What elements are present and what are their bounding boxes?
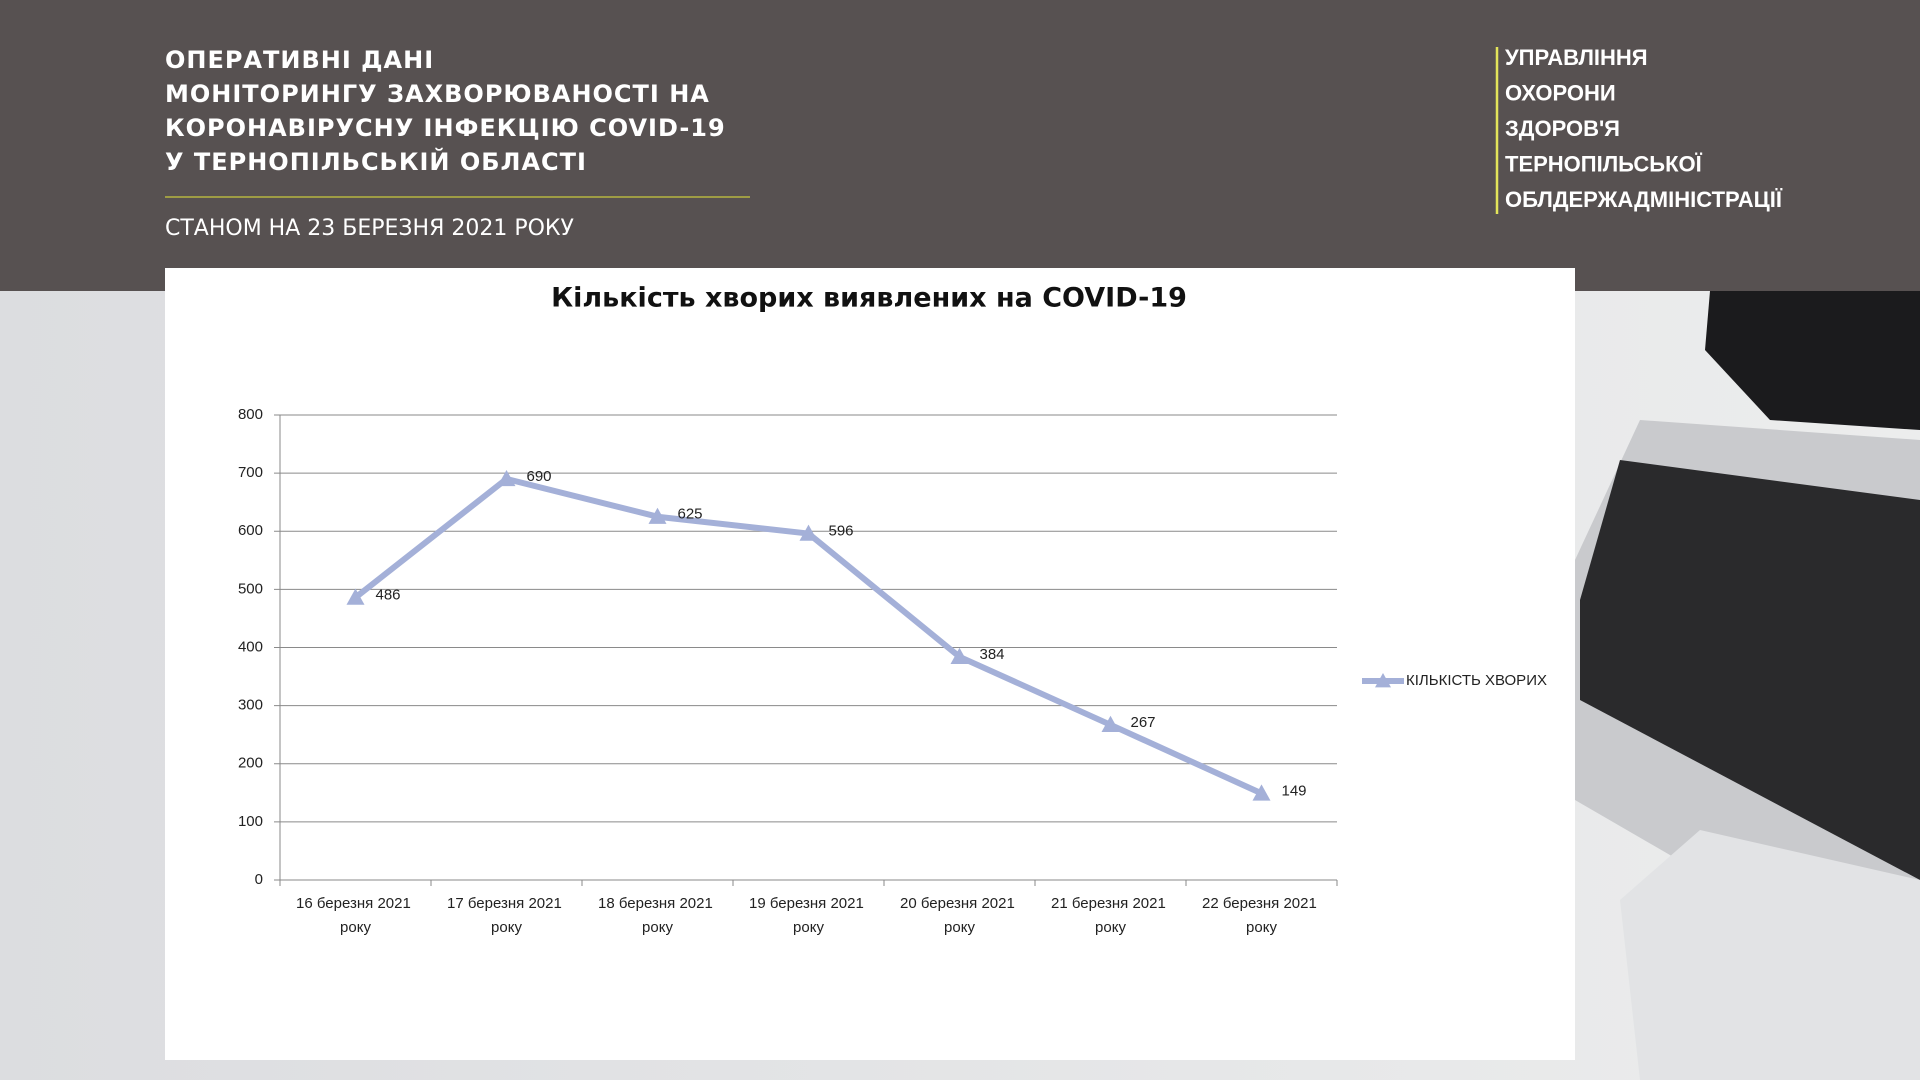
chart-panel <box>165 268 1575 1060</box>
y-tick-label: 0 <box>255 871 263 888</box>
data-label: 486 <box>376 586 401 603</box>
chart-title: Кількість хворих виявлених на COVID-19 <box>551 283 1187 314</box>
org-line: ТЕРНОПІЛЬСЬКОЇ <box>1505 151 1703 176</box>
y-tick-label: 600 <box>238 522 263 539</box>
org-line: УПРАВЛІННЯ <box>1505 45 1648 70</box>
y-tick-label: 200 <box>238 755 263 772</box>
laptop <box>1575 291 1920 1080</box>
data-label: 596 <box>829 523 854 540</box>
x-tick-label: 19 березня 2021 року <box>749 895 868 936</box>
org-line: ОХОРОНИ <box>1505 80 1616 105</box>
subtitle: СТАНОМ НА 23 БЕРЕЗНЯ 2021 РОКУ <box>165 216 575 241</box>
data-label: 384 <box>980 646 1005 663</box>
data-label: 267 <box>1131 714 1156 731</box>
marker <box>950 647 969 664</box>
data-label: 625 <box>678 506 703 523</box>
data-label: 149 <box>1282 782 1307 799</box>
marker <box>648 507 667 524</box>
data-label: 690 <box>527 468 552 485</box>
org-line: ОБЛДЕРЖАДМІНІСТРАЦІЇ <box>1505 187 1783 212</box>
x-tick-label: 16 березня 2021 року <box>296 895 415 936</box>
x-tick-label: 22 березня 2021 року <box>1202 895 1321 936</box>
title-line: МОНІТОРИНГУ ЗАХВОРЮВАНОСТІ НА <box>165 80 710 108</box>
marker <box>346 588 365 605</box>
legend-label: КІЛЬКІСТЬ ХВОРИХ <box>1406 672 1547 689</box>
y-tick-label: 500 <box>238 580 263 597</box>
x-tick-label: 21 березня 2021 року <box>1051 895 1170 936</box>
y-tick-label: 800 <box>238 406 263 423</box>
header-band <box>0 0 1920 291</box>
legend-marker <box>1375 673 1391 688</box>
y-tick-label: 700 <box>238 464 263 481</box>
org-line: ЗДОРОВ'Я <box>1505 116 1620 141</box>
title-line: ОПЕРАТИВНІ ДАНІ <box>165 46 434 74</box>
marker <box>799 524 818 541</box>
y-tick-label: 400 <box>238 638 263 655</box>
marker <box>497 469 516 487</box>
x-tick-label: 20 березня 2021 року <box>900 895 1019 936</box>
marker <box>1101 715 1120 733</box>
title-line: КОРОНАВІРУСНУ ІНФЕКЦІЮ COVID-19 <box>165 114 726 142</box>
y-tick-label: 100 <box>238 813 263 830</box>
y-tick-label: 300 <box>238 697 263 714</box>
marker <box>1252 784 1271 801</box>
x-tick-label: 18 березня 2021 року <box>598 895 717 936</box>
x-tick-label: 17 березня 2021 року <box>447 895 566 936</box>
title-line: У ТЕРНОПІЛЬСЬКІЙ ОБЛАСТІ <box>165 147 587 176</box>
